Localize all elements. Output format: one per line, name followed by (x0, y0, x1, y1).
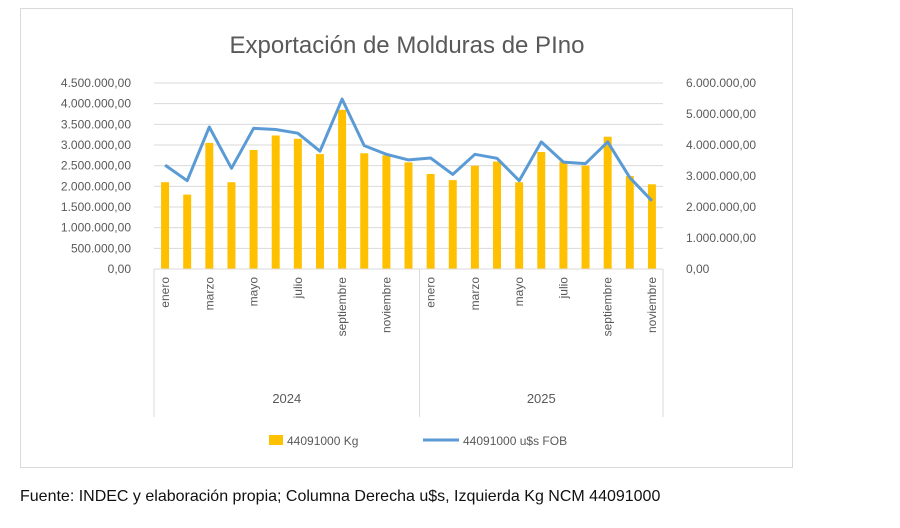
legend-bar-swatch (269, 435, 283, 445)
y-left-tick-label: 500.000,00 (71, 241, 131, 255)
bar (625, 176, 634, 269)
bar (249, 149, 258, 269)
bar (493, 161, 502, 269)
x-month-label: noviembre (645, 277, 659, 333)
x-month-label: septiembre (601, 277, 615, 337)
y-right-tick-label: 5.000.000,00 (686, 107, 756, 121)
legend-line-label: 44091000 u$s FOB (463, 434, 567, 448)
bar (559, 161, 568, 269)
y-left-tick-label: 4.500.000,00 (61, 76, 131, 90)
y-right-tick-label: 6.000.000,00 (686, 76, 756, 90)
y-left-tick-label: 1.000.000,00 (61, 221, 131, 235)
x-month-label: marzo (468, 277, 482, 311)
bar (360, 153, 369, 269)
bar (382, 155, 391, 269)
x-month-label: enero (158, 277, 172, 308)
x-month-label: julio (556, 277, 570, 300)
x-month-label: mayo (512, 277, 526, 307)
x-month-label: julio (291, 277, 305, 300)
y-left-tick-label: 3.500.000,00 (61, 117, 131, 131)
y-left-tick-label: 2.500.000,00 (61, 159, 131, 173)
line-layer (164, 97, 653, 202)
bar (647, 184, 656, 269)
bar (581, 165, 590, 269)
y-left-tick-label: 1.500.000,00 (61, 200, 131, 214)
y-axis-right: 0,00 1.000.000,00 2.000.000,00 3.000.000,00… (686, 76, 756, 276)
y-left-tick-label: 3.000.000,00 (61, 138, 131, 152)
bar (183, 194, 192, 269)
bar (315, 154, 324, 269)
bar (205, 142, 214, 269)
x-year-label: 2025 (527, 391, 556, 406)
chart-frame: Exportación de Molduras de PIno 0,00 500.… (20, 8, 793, 468)
x-year-label: 2024 (272, 391, 301, 406)
x-month-label: septiembre (335, 277, 349, 337)
bars-layer (161, 109, 656, 269)
y-right-tick-label: 2.000.000,00 (686, 200, 756, 214)
y-left-tick-label: 0,00 (108, 262, 132, 276)
x-month-label: marzo (202, 277, 216, 311)
source-caption: Fuente: INDEC y elaboración propia; Colu… (20, 488, 661, 505)
x-month-label: noviembre (379, 277, 393, 333)
x-axis: enero marzo mayo julio septiembre noviembre en… (153, 268, 664, 417)
y-right-tick-label: 0,00 (686, 262, 710, 276)
y-right-tick-label: 3.000.000,00 (686, 169, 756, 183)
y-right-tick-label: 1.000.000,00 (686, 231, 756, 245)
y-right-tick-label: 4.000.000,00 (686, 138, 756, 152)
bar (293, 138, 302, 269)
bar (448, 180, 457, 269)
bar (537, 152, 546, 269)
y-left-tick-label: 2.000.000,00 (61, 179, 131, 193)
bar (338, 109, 347, 269)
x-month-label: mayo (247, 277, 261, 307)
chart-title: Exportación de Molduras de PIno (230, 32, 585, 59)
bar (470, 165, 479, 269)
y-left-tick-label: 4.000.000,00 (61, 97, 131, 111)
bar (271, 135, 280, 269)
bar (603, 136, 612, 269)
bar (227, 182, 236, 269)
bar (161, 182, 170, 269)
y-axis-left: 0,00 500.000,00 1.000.000,00 1.500.000,00 2.… (61, 76, 131, 276)
x-month-label: enero (424, 277, 438, 308)
bar (404, 162, 413, 269)
legend: 44091000 Kg 44091000 u$s FOB (269, 434, 567, 448)
legend-bar-label: 44091000 Kg (287, 434, 358, 448)
bar (515, 182, 524, 269)
bar (426, 173, 435, 269)
chart-canvas: Exportación de Molduras de PIno 0,00 500.… (61, 32, 756, 448)
